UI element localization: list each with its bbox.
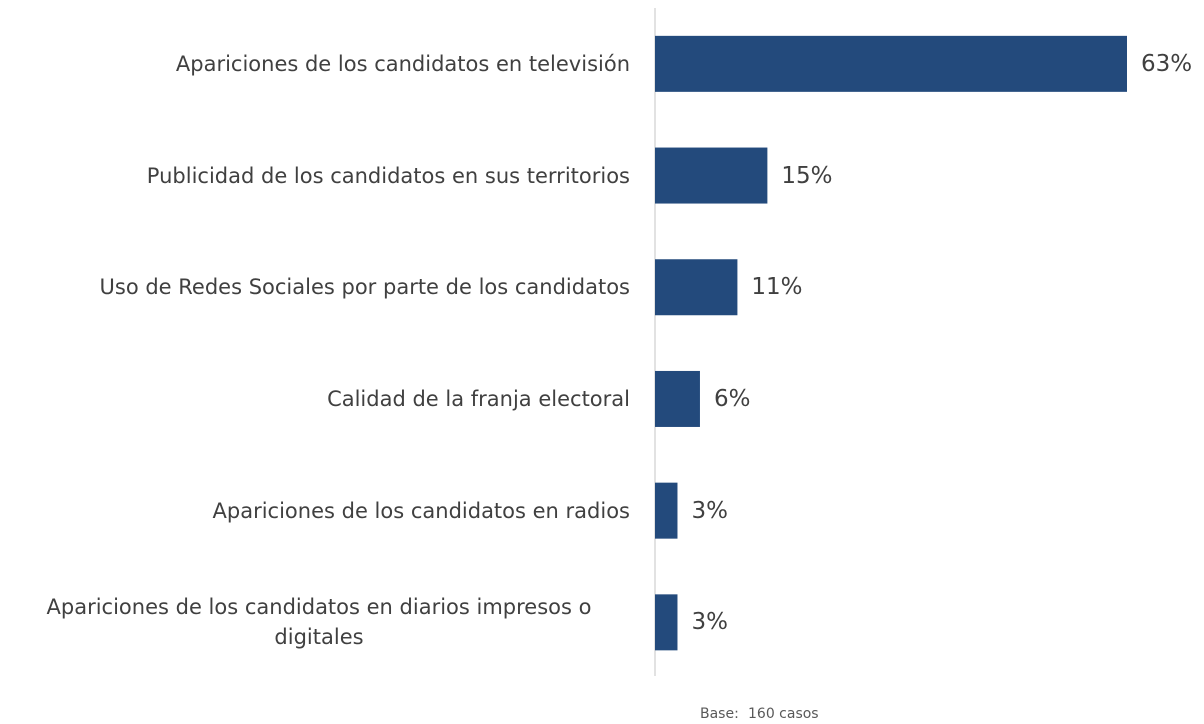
value-label: 15% <box>781 162 833 189</box>
value-label: 3% <box>691 609 728 636</box>
category-label: Calidad de la franja electoral <box>327 386 630 411</box>
category-label: Publicidad de los candidatos en sus terr… <box>146 163 630 188</box>
footnote-text: 160 casos <box>748 706 819 722</box>
bar <box>655 594 678 651</box>
value-label: 63% <box>1141 50 1193 77</box>
category-label: Uso de Redes Sociales por parte de los c… <box>99 275 630 300</box>
category-label: Apariciones de los candidatos en televis… <box>175 51 630 76</box>
bar <box>655 370 700 427</box>
value-label: 11% <box>751 274 803 301</box>
bar <box>655 35 1127 92</box>
bar <box>655 147 768 204</box>
footnote-label: Base: <box>700 706 739 722</box>
value-label: 3% <box>691 497 728 524</box>
value-label: 6% <box>713 385 751 412</box>
category-label: Apariciones de los candidatos en diarios… <box>46 595 592 650</box>
category-label: Apariciones de los candidatos en radios <box>212 498 630 523</box>
bar <box>655 259 738 316</box>
bar <box>655 482 678 539</box>
